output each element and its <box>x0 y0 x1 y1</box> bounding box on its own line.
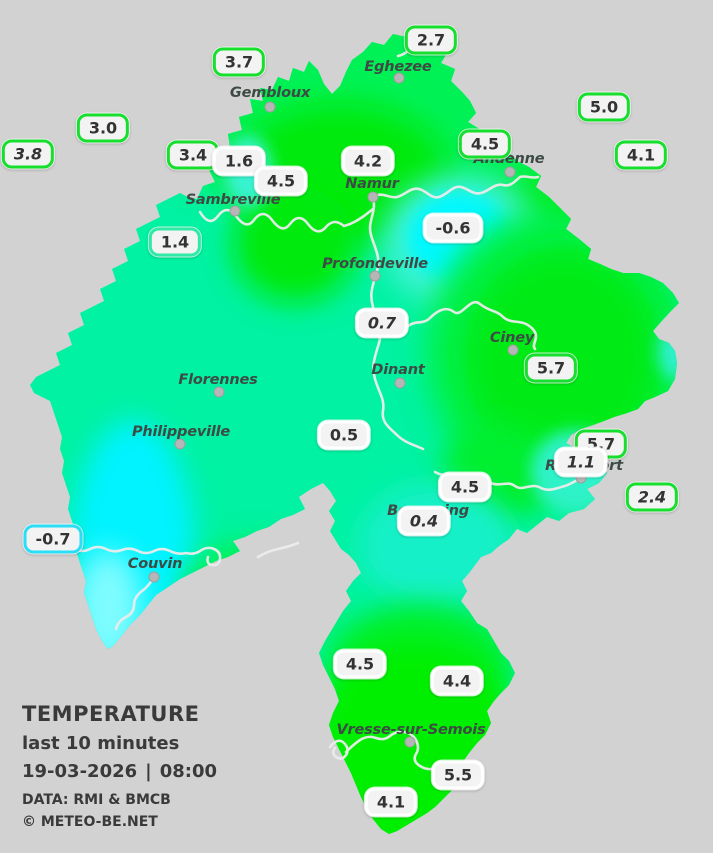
legend-date: 19-03-2026 <box>22 761 138 782</box>
legend-separator: | <box>145 761 152 782</box>
page-title: TEMPERATURE <box>22 702 200 726</box>
map-legend: TEMPERATURE last 10 minutes 19-03-2026 | 0… <box>22 702 217 830</box>
legend-datetime: 19-03-2026 | 08:00 <box>22 761 217 782</box>
legend-time: 08:00 <box>159 761 218 782</box>
legend-copyright: © METEO-BE.NET <box>22 814 158 830</box>
legend-subtitle: last 10 minutes <box>22 733 180 754</box>
legend-source: DATA: RMI & BMCB <box>22 792 171 808</box>
